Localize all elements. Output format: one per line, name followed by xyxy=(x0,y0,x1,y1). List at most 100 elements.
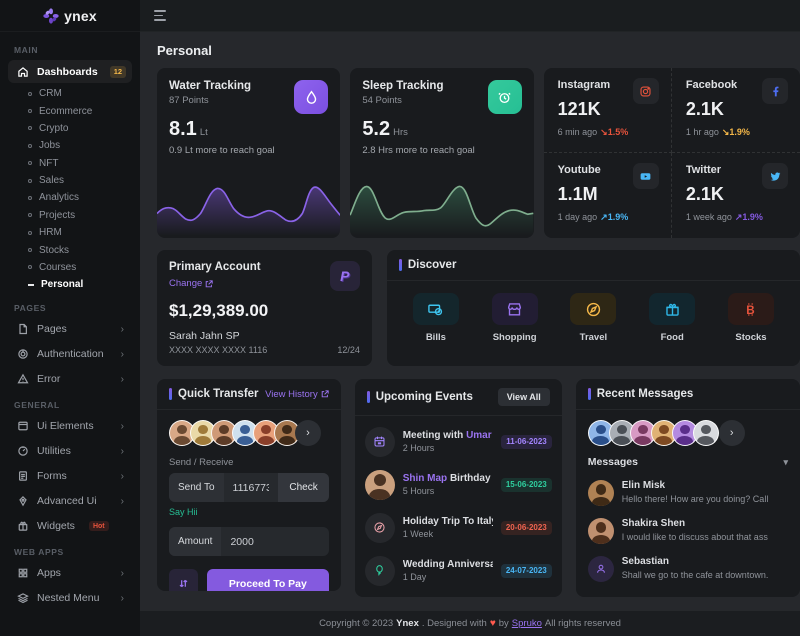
youtube-stat: Youtube 1.1M 1 day ago ↗1.9% xyxy=(544,153,672,238)
sidebar-item-ui-elements[interactable]: Ui Elements › xyxy=(8,415,132,438)
chevron-right-icon: › xyxy=(120,420,124,432)
event-row[interactable]: Meeting with Umar Xai 2 Hours 11-06-2023 xyxy=(364,420,552,463)
sidebar-item-authentication[interactable]: Authentication › xyxy=(8,343,132,366)
sidebar-item-pages[interactable]: Pages › xyxy=(8,318,132,341)
sleep-note: 2.8 Hrs more to reach goal xyxy=(362,145,475,156)
event-date-badge: 11-06-2023 xyxy=(501,434,552,449)
social-name: Twitter xyxy=(685,164,722,176)
social-name: Facebook xyxy=(685,79,738,91)
view-history-link[interactable]: View History xyxy=(265,389,329,400)
topbar xyxy=(140,0,800,32)
change-account-link[interactable]: Change xyxy=(169,278,213,289)
window-icon xyxy=(16,420,29,433)
row-tracking: Water Tracking 87 Points 8.1 Lt 0.9 Lt mo… xyxy=(157,68,800,238)
send-to-group: Send To Check xyxy=(169,473,329,502)
sidebar-item-jobs[interactable]: Jobs xyxy=(8,137,132,154)
content: Personal Water Tracking 87 Points 8.1 Lt … xyxy=(140,32,800,610)
sidebar-item-widgets[interactable]: Widgets Hot xyxy=(8,515,132,538)
amount-input[interactable] xyxy=(221,527,329,556)
water-points: 87 Points xyxy=(169,95,209,106)
spruko-link[interactable]: Spruko xyxy=(511,618,542,629)
message-item[interactable]: Sebastian Shall we go to the cafe at dow… xyxy=(576,550,800,588)
sleep-tracking-card: Sleep Tracking 54 Points 5.2 Hrs 2.8 Hrs … xyxy=(350,68,534,238)
gift-icon xyxy=(16,520,29,533)
sidebar-item-analytics[interactable]: Analytics xyxy=(8,189,132,206)
message-item[interactable]: Elin Misk Hello there! How are you doing… xyxy=(576,474,800,512)
message-item[interactable]: Shakira Shen I would like to discuss abo… xyxy=(576,512,800,550)
swap-arrows-icon[interactable] xyxy=(169,569,198,591)
social-meta: 1 day ago ↗1.9% xyxy=(557,212,629,222)
sidebar-item-label: Dashboards xyxy=(37,65,98,78)
event-date-badge: 20-06-2023 xyxy=(500,520,552,535)
next-contacts-button[interactable]: › xyxy=(295,420,321,446)
discover-item-bills[interactable]: Bills xyxy=(412,293,459,343)
sidebar-item-advanced-ui[interactable]: Advanced Ui › xyxy=(8,490,132,513)
card-header: Quick Transfer View History xyxy=(157,379,341,410)
next-contacts-button[interactable]: › xyxy=(718,420,745,446)
event-row[interactable]: Meeting with Irav Ert 45 Minutes 15-06-2… xyxy=(365,592,552,597)
chevron-down-icon[interactable]: ▾ xyxy=(783,456,788,467)
sidebar-item-courses[interactable]: Courses xyxy=(8,259,132,276)
card-title: Water Tracking xyxy=(169,80,252,92)
external-link-icon xyxy=(321,390,329,398)
event-row[interactable]: Wedding Anniversary 1 Day 24-07-2023 xyxy=(364,549,552,592)
sidebar-item-sales[interactable]: Sales xyxy=(8,172,132,189)
compass-icon xyxy=(364,512,395,543)
sidebar-item-stocks[interactable]: Stocks xyxy=(8,241,132,258)
sleep-value: 5.2 Hrs xyxy=(362,118,408,140)
card-header: Upcoming Events View All xyxy=(354,379,562,416)
sidebar-item-crypto[interactable]: Crypto xyxy=(8,120,132,137)
bullet-icon xyxy=(28,126,32,131)
sidebar-item-personal[interactable]: Personal xyxy=(8,276,132,293)
avatar[interactable] xyxy=(671,420,698,446)
sidebar-item-projects[interactable]: Projects xyxy=(8,207,132,224)
event-row[interactable]: Holiday Trip To Italy 1 Week 20-06-2023 xyxy=(364,506,552,549)
quick-transfer-actions: Proceed To Pay xyxy=(169,569,329,591)
card-title: Upcoming Events xyxy=(375,391,473,403)
event-duration: 2 Hours xyxy=(402,443,435,453)
sidebar-item-forms[interactable]: Forms › xyxy=(8,465,132,488)
avatar[interactable] xyxy=(169,420,195,446)
sidebar-item-apps[interactable]: Apps › xyxy=(8,562,132,585)
sidebar-item-label: Error xyxy=(37,373,61,385)
bullet-icon xyxy=(28,265,32,270)
sidebar-item-nested-menu[interactable]: Nested Menu › xyxy=(8,587,132,610)
discover-item-travel[interactable]: Travel xyxy=(570,293,617,343)
event-row[interactable]: Shin Map Birthday Party 5 Hours 15-06-20… xyxy=(364,463,552,506)
hamburger-menu-icon[interactable] xyxy=(154,10,166,21)
sidebar-item-nft[interactable]: NFT xyxy=(8,155,132,172)
logo[interactable]: ynex xyxy=(0,0,140,32)
sidebar-item-hrm[interactable]: HRM xyxy=(8,224,132,241)
send-receive-label: Send / Receive xyxy=(169,457,234,468)
money-bill-icon xyxy=(412,293,459,325)
messages-label-row: Messages ▾ xyxy=(576,452,800,474)
sidebar-item-dashboards[interactable]: Dashboards 12 xyxy=(8,60,132,83)
sub-label: HRM xyxy=(39,227,62,239)
view-all-button[interactable]: View All xyxy=(497,388,550,406)
sidebar-item-utilities[interactable]: Utilities › xyxy=(8,440,132,463)
event-title: Shin Map Birthday Party xyxy=(402,473,493,484)
messages-list: Elin Misk Hello there! How are you doing… xyxy=(576,474,800,588)
accent-bar xyxy=(366,391,370,403)
gift-box-icon xyxy=(649,293,696,325)
discover-item-food[interactable]: Food xyxy=(649,293,696,343)
warning-triangle-icon xyxy=(16,373,29,386)
sub-label: Stocks xyxy=(39,244,70,256)
send-to-input[interactable] xyxy=(223,473,279,502)
sidebar-item-error[interactable]: Error › xyxy=(8,368,132,391)
message-preview: I would like to discuss about that ass xyxy=(621,531,768,542)
avatar[interactable] xyxy=(253,420,279,446)
sub-label: Ecommerce xyxy=(39,105,93,117)
sidebar-item-label: Advanced Ui xyxy=(37,495,97,507)
discover-item-stocks[interactable]: B Stocks xyxy=(727,293,774,343)
check-button[interactable]: Check xyxy=(278,473,329,502)
discover-item-shopping[interactable]: Shopping xyxy=(491,293,538,343)
proceed-to-pay-button[interactable]: Proceed To Pay xyxy=(207,569,329,591)
twitter-stat: Twitter 2.1K 1 week ago ↗1.9% xyxy=(672,153,800,238)
sidebar-item-crm[interactable]: CRM xyxy=(8,85,132,102)
sidebar-item-ecommerce[interactable]: Ecommerce xyxy=(8,102,132,119)
sub-label: NFT xyxy=(39,157,59,169)
avatar[interactable] xyxy=(692,420,719,446)
quick-transfer-card: Quick Transfer View History xyxy=(157,379,341,591)
dashboards-count-badge: 12 xyxy=(109,65,127,78)
